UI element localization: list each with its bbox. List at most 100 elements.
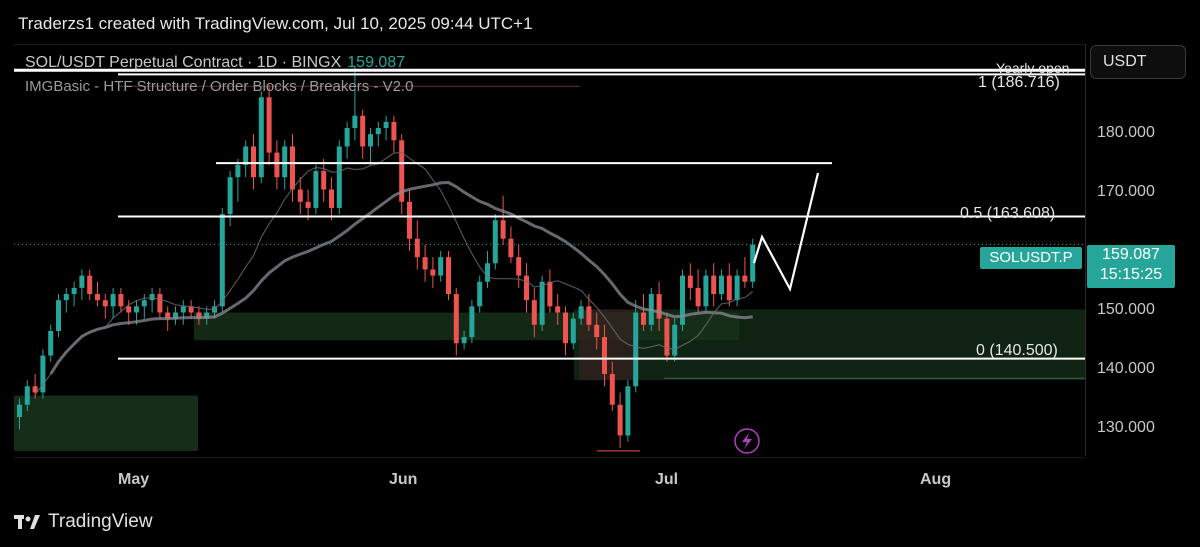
- candle-body: [188, 306, 194, 313]
- candle-body: [407, 201, 412, 239]
- candle-body: [282, 146, 288, 178]
- lightning-icon: [742, 433, 752, 449]
- chart-area[interactable]: [14, 44, 1085, 458]
- candle-body: [266, 97, 272, 153]
- candle-body: [243, 146, 249, 165]
- symbol-legend[interactable]: SOL/USDT Perpetual Contract · 1D · BINGX…: [25, 54, 405, 72]
- candle-body: [360, 115, 366, 147]
- order-block-zone: [14, 395, 198, 451]
- candle-body: [32, 386, 38, 393]
- candle-body: [734, 275, 740, 301]
- candle-body: [391, 121, 397, 141]
- candle-body: [602, 337, 607, 374]
- candle-body: [492, 220, 498, 264]
- ma-slow-line: [49, 180, 753, 375]
- candle-body: [617, 404, 623, 436]
- candle-body: [742, 275, 748, 282]
- indicator-name: IMGBasic - HTF Structure / Order Blocks …: [25, 78, 414, 95]
- x-tick-jun: Jun: [389, 471, 418, 488]
- candle-body: [594, 324, 600, 338]
- candle-body: [672, 324, 678, 356]
- x-tick-jul: Jul: [655, 471, 679, 488]
- x-tick-may: May: [118, 471, 150, 488]
- candle-body: [641, 312, 646, 325]
- ma-fast-line: [34, 151, 754, 395]
- y-tick: 140.000: [1097, 360, 1155, 377]
- candle-body: [297, 189, 303, 202]
- candle-body: [500, 220, 506, 239]
- candle-body: [656, 294, 662, 319]
- candle-body: [383, 121, 389, 129]
- y-tick: 180.000: [1097, 124, 1155, 141]
- candle-body: [126, 306, 132, 313]
- candle-body: [368, 134, 373, 147]
- candle-body: [539, 281, 545, 325]
- candle-body: [204, 312, 210, 319]
- candle-body: [321, 171, 327, 190]
- candle-body: [56, 300, 61, 331]
- candle-body: [508, 238, 514, 258]
- candle-body: [414, 238, 420, 258]
- tradingview-logo-icon: [14, 515, 40, 529]
- candle-body: [251, 146, 256, 178]
- candle-body: [555, 306, 561, 313]
- candle-body: [290, 146, 295, 190]
- candle-body: [40, 355, 46, 393]
- candle-body: [141, 300, 147, 307]
- candle-body: [711, 275, 717, 295]
- x-tick-aug: Aug: [920, 471, 952, 488]
- candle-body: [399, 140, 405, 202]
- candle-body: [87, 275, 93, 295]
- candle-body: [750, 244, 756, 282]
- candle-body: [453, 294, 459, 344]
- candle-body: [196, 312, 202, 319]
- candle-body: [469, 306, 475, 338]
- candle-body: [71, 287, 77, 295]
- footer-brand-name: TradingView: [48, 511, 153, 532]
- candle-body: [687, 275, 693, 288]
- candle-body: [609, 373, 615, 405]
- candle-body: [375, 128, 381, 135]
- fib-1-label: 1 (186.716): [978, 74, 1060, 91]
- current-price: 159.087: [1102, 246, 1160, 263]
- indicator-legend[interactable]: IMGBasic - HTF Structure / Order Blocks …: [25, 78, 413, 95]
- candle-body: [235, 164, 241, 178]
- y-tick: 130.000: [1097, 419, 1155, 436]
- candle-body: [516, 257, 522, 276]
- candle-body: [344, 128, 350, 147]
- candle-body: [24, 386, 30, 405]
- candle-body: [726, 275, 732, 301]
- candle-body: [79, 275, 85, 288]
- candle-body: [329, 189, 334, 208]
- candle-body: [438, 257, 444, 276]
- candle-body: [95, 294, 100, 301]
- symbol-price: 159.087: [347, 54, 406, 71]
- candle-body: [625, 386, 631, 436]
- candle-body: [118, 294, 124, 307]
- candle-body: [274, 152, 280, 178]
- candlestick-chart[interactable]: [14, 45, 1085, 457]
- candle-body: [695, 287, 701, 307]
- candle-body: [157, 294, 163, 313]
- candle-body: [313, 171, 319, 208]
- candle-body: [17, 404, 22, 418]
- created-text: Traderzs1 created with TradingView.com, …: [18, 14, 533, 33]
- candle-body: [180, 306, 186, 313]
- price-axis[interactable]: [1085, 44, 1200, 456]
- candle-body: [570, 318, 576, 344]
- candle-body: [102, 300, 108, 307]
- lightning-icon: [734, 428, 760, 454]
- candle-body: [165, 312, 171, 319]
- candle-body: [48, 330, 54, 356]
- fib-05-label: 0.5 (163.608): [960, 205, 1056, 222]
- candle-body: [703, 275, 709, 307]
- candle-body: [430, 269, 436, 276]
- y-tick: 170.000: [1097, 183, 1155, 200]
- candle-body: [586, 306, 592, 325]
- candle-body: [633, 312, 639, 387]
- symbol-title: SOL/USDT Perpetual Contract · 1D · BINGX: [25, 54, 342, 71]
- currency-button[interactable]: USDT: [1090, 45, 1186, 79]
- candle-body: [219, 214, 225, 307]
- footer-brand[interactable]: TradingView: [14, 511, 153, 533]
- candle-body: [664, 318, 670, 356]
